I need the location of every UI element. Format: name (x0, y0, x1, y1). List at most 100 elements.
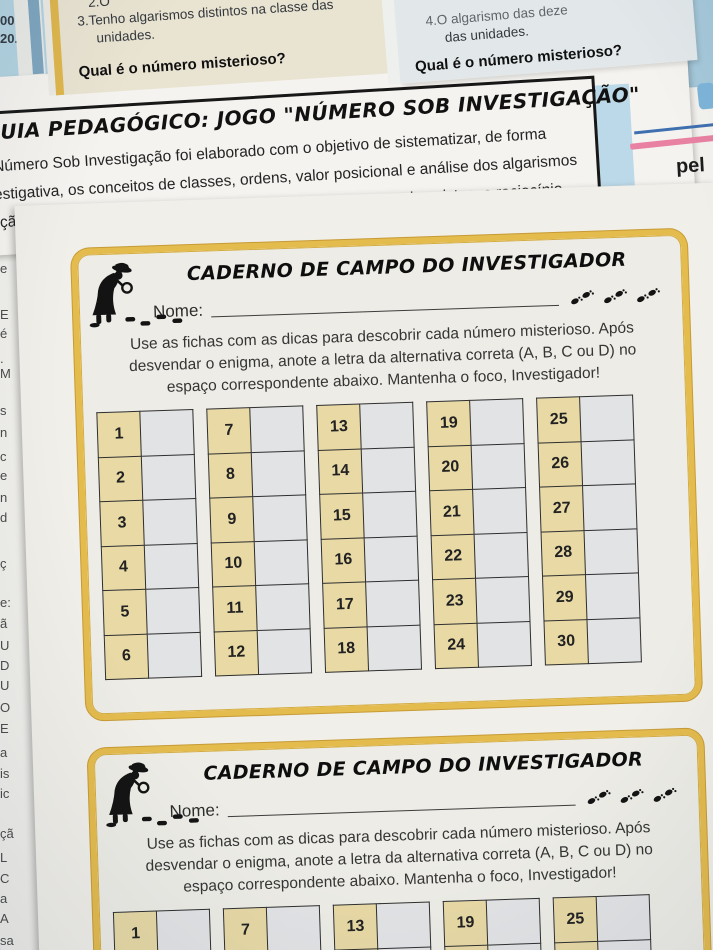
question-number-cell: 29 (542, 574, 587, 621)
cut-text-fragment: E (0, 307, 9, 322)
caderno-card: CADERNO DE CAMPO DO INVESTIGADOR Nome: U… (87, 728, 713, 950)
question-number-cell: 2 (98, 455, 143, 502)
caderno-card: CADERNO DE CAMPO DO INVESTIGADOR Nome: U… (70, 228, 703, 721)
name-blank-line (227, 790, 576, 818)
question-number-cell: 1 (96, 411, 142, 458)
answer-blank-cell (475, 576, 530, 623)
caderno-title: CADERNO DE CAMPO DO INVESTIGADOR (186, 248, 627, 286)
question-number-cell: 3 (99, 500, 145, 547)
question-number-cell: 18 (324, 626, 369, 673)
cut-text-fragment: s (0, 403, 7, 418)
margin-number: 20. (0, 31, 19, 46)
question-number-cell: 4 (101, 544, 146, 591)
question-number-cell: 16 (321, 537, 366, 584)
cut-text-fragment: n (0, 490, 8, 505)
question-number-cell: 27 (539, 485, 584, 532)
name-row: Nome: (169, 785, 677, 822)
question-number-cell: 24 (434, 622, 479, 669)
cut-text-fragment: e (0, 261, 8, 276)
cut-text-fragment: is (0, 766, 10, 781)
cut-text-fragment: A (0, 911, 9, 926)
margin-number: 00. (0, 13, 19, 28)
question-number-cell: 13 (333, 903, 378, 950)
answer-blank-cell (597, 939, 653, 950)
answer-blank-cell (477, 621, 532, 668)
cut-text-fragment: çã (0, 826, 14, 841)
question-number-cell: 19 (443, 900, 488, 947)
cut-text-fragment: n (0, 425, 8, 440)
cut-text-fragment: a (0, 745, 8, 760)
answer-blank-cell (251, 450, 306, 497)
answer-blank-cell (487, 942, 543, 950)
answer-blank-cell (586, 617, 642, 664)
question-number-cell: 15 (319, 492, 365, 539)
clue-line: das unidades. (444, 23, 530, 46)
question-number-cell: 10 (211, 541, 256, 588)
answer-blank-cell (581, 439, 636, 486)
cut-text-fragment: U (0, 678, 10, 693)
answer-blank-cell (486, 898, 541, 945)
name-blank-line (210, 290, 560, 318)
cut-text-fragment: d (0, 510, 8, 525)
clue-question: Qual é o número misterioso? (78, 50, 287, 81)
question-number-cell: 21 (429, 489, 475, 536)
answer-blank-cell (585, 572, 640, 620)
question-number-cell: 7 (223, 907, 268, 950)
answer-blank-cell (472, 487, 528, 534)
clue-partial-line: 2.O (87, 0, 111, 11)
caderno-page: CADERNO DE CAMPO DO INVESTIGADOR Nome: U… (14, 182, 713, 950)
answer-blank-cell (582, 483, 637, 531)
answer-blank-cell (252, 494, 308, 542)
cut-text-fragment: ã (0, 616, 8, 631)
clue-line: 3.Tenho algarismos distintos na classe d… (76, 0, 334, 29)
name-row: Nome: (153, 285, 661, 322)
cut-text-fragment: U (0, 638, 10, 653)
answer-blank-cell (365, 580, 421, 627)
cut-text-fragment: c (0, 449, 7, 464)
question-number-cell: 19 (426, 400, 472, 447)
question-number-cell: 23 (432, 578, 478, 625)
cut-text-fragment: e: (0, 595, 11, 610)
answer-blank-cell (471, 443, 526, 490)
puzzle-piece-icon (696, 82, 713, 110)
footprint-pair-icon (637, 288, 660, 303)
question-number-cell: 14 (318, 448, 363, 495)
detective-silhouette-icon (89, 262, 133, 328)
answer-blank-cell (359, 402, 415, 449)
footprint-pair-icon (587, 790, 611, 805)
answer-blank-cell (266, 905, 321, 950)
question-number-cell: 5 (102, 589, 148, 636)
answer-blank-cell (144, 542, 199, 590)
answer-blank-cell (377, 946, 433, 950)
answer-blank-cell (362, 491, 418, 538)
answer-blank-cell (145, 587, 201, 634)
question-number-cell: 20 (428, 444, 473, 491)
detective-silhouette-icon (106, 762, 150, 828)
answer-blank-cell (257, 628, 312, 675)
question-number-cell: 25 (536, 396, 582, 443)
question-number-cell: 11 (212, 585, 258, 632)
question-number-cell: 13 (316, 404, 362, 450)
question-number-cell: 17 (322, 581, 368, 628)
answer-blank-cell (147, 631, 202, 679)
answer-blank-cell (367, 624, 422, 671)
cut-text-fragment: E (0, 721, 9, 736)
answer-blank-cell (579, 394, 635, 442)
footprint-pair-icon (571, 290, 594, 305)
question-number-cell: 25 (553, 896, 598, 943)
question-number-cell: 20 (444, 944, 490, 950)
instructions: Use as fichas com as dicas para descobri… (88, 316, 678, 401)
clue-line: 4.O algarismo das deze (424, 2, 569, 29)
question-number-cell: 6 (104, 633, 149, 680)
answer-blank-cell (596, 894, 651, 941)
cut-text-fragment: a (0, 891, 8, 906)
cut-text-fragment: L (0, 850, 8, 865)
